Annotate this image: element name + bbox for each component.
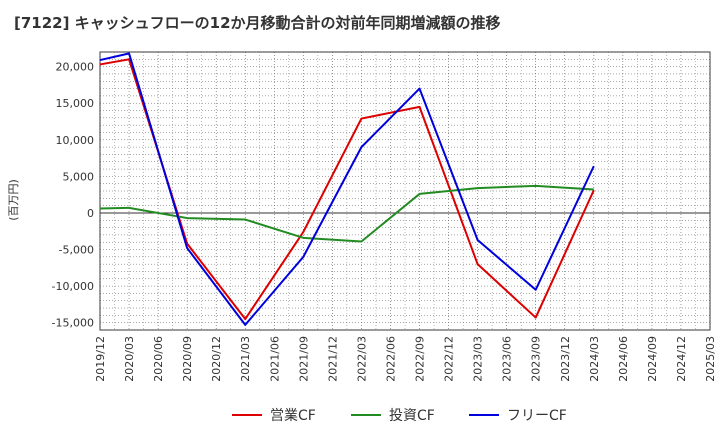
x-tick-label: 2020/09 — [181, 336, 194, 382]
series-line — [99, 52, 595, 326]
y-axis-label: (百万円) — [7, 179, 20, 221]
x-tick-label: 2021/03 — [239, 336, 252, 382]
x-tick-label: 2022/09 — [414, 336, 427, 382]
y-tick-label: 20,000 — [56, 61, 95, 74]
x-tick-label: 2020/03 — [123, 336, 136, 382]
legend-label: 投資CF — [389, 408, 435, 424]
legend-label: 営業CF — [270, 408, 316, 424]
legend: 営業CF 投資CF フリーCF — [232, 408, 567, 424]
series-line — [99, 184, 594, 243]
y-tick-label: 5,000 — [63, 170, 95, 183]
y-axis-ticks: 20,000 15,000 10,000 5,000 0 -5,000 -10,000 -15… — [52, 61, 94, 330]
x-axis-ticks: 2019/12 2020/03 2020/06 2020/09 2020/12 2021/… — [94, 336, 717, 382]
x-tick-label: 2025/03 — [704, 336, 717, 382]
y-tick-label: 15,000 — [56, 97, 95, 110]
series-lines — [99, 52, 595, 326]
x-tick-label: 2024/06 — [617, 336, 630, 382]
x-tick-label: 2022/12 — [443, 336, 456, 382]
x-tick-label: 2023/12 — [559, 336, 572, 382]
x-tick-label: 2019/12 — [94, 336, 107, 382]
x-tick-label: 2024/09 — [646, 336, 659, 382]
x-tick-label: 2022/06 — [384, 336, 397, 382]
x-tick-label: 2023/06 — [501, 336, 514, 382]
x-tick-label: 2021/12 — [326, 336, 339, 382]
x-tick-label: 2022/03 — [355, 336, 368, 382]
y-tick-label: -10,000 — [52, 280, 94, 293]
y-tick-label: 10,000 — [56, 134, 95, 147]
x-tick-label: 2020/12 — [210, 336, 223, 382]
x-tick-label: 2021/06 — [268, 336, 281, 382]
x-tick-label: 2023/09 — [530, 336, 543, 382]
x-tick-label: 2023/03 — [472, 336, 485, 382]
legend-label: フリーCF — [507, 408, 567, 424]
x-tick-label: 2024/12 — [675, 336, 688, 382]
x-tick-label: 2024/03 — [588, 336, 601, 382]
y-tick-label: 0 — [87, 207, 94, 220]
y-tick-label: -15,000 — [52, 317, 94, 330]
x-tick-label: 2021/09 — [297, 336, 310, 382]
chart-title: [7122] キャッシュフローの12か月移動合計の対前年同期増減額の推移 — [14, 14, 501, 32]
x-tick-label: 2020/06 — [152, 336, 165, 382]
y-tick-label: -5,000 — [59, 244, 94, 257]
